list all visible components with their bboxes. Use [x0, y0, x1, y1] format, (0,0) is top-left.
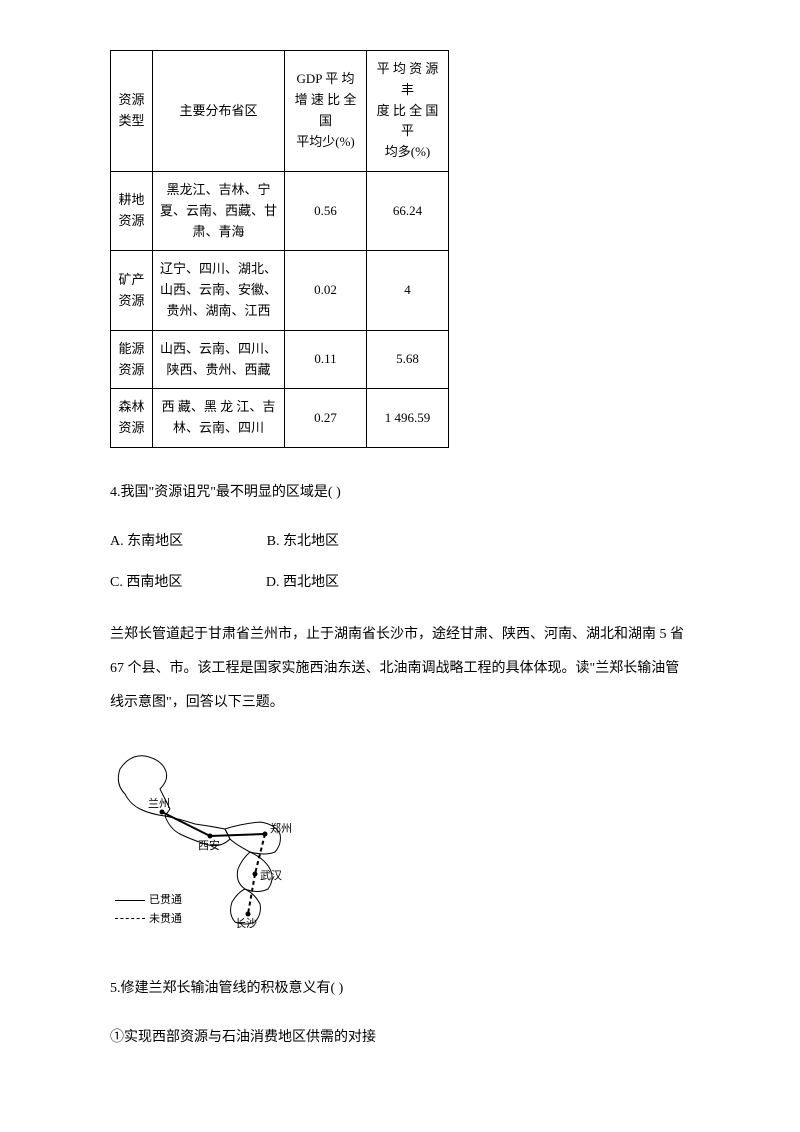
table-row: 矿产资源 辽宁、四川、湖北、山西、云南、安徽、贵州、湖南、江西 0.02 4: [111, 251, 449, 330]
changsha-dot: [246, 912, 251, 917]
xian-label: 西安: [198, 838, 220, 852]
pipeline-dashed-2: [248, 874, 255, 914]
legend-dashed-label: 未贯通: [149, 911, 182, 928]
pipeline-solid-2: [210, 834, 265, 836]
table-row: 能源资源 山西、云南、四川、陕西、贵州、西藏 0.11 5.68: [111, 330, 449, 389]
pipeline-map: 兰州 西安 郑州 武汉 长沙 已贯通 未贯通: [110, 744, 360, 944]
option-b: B. 东北地区: [267, 527, 339, 558]
passage-text: 兰郑长管道起于甘肃省兰州市，止于湖南省长沙市，途经甘肃、陕西、河南、湖北和湖南 …: [110, 618, 690, 719]
option-c: C. 西南地区: [110, 568, 182, 599]
option-d: D. 西北地区: [266, 568, 339, 599]
header-province: 主要分布省区: [153, 51, 285, 172]
options-row-1: A. 东南地区 B. 东北地区: [110, 527, 690, 558]
wuhan-dot: [253, 872, 258, 877]
question-5-item1: ①实现西部资源与石油消费地区供需的对接: [110, 1023, 690, 1054]
table-row: 耕地资源 黑龙江、吉林、宁夏、云南、西藏、甘肃、青海 0.56 66.24: [111, 171, 449, 250]
header-abundance: 平 均 资 源 丰度 比 全 国 平均多(%): [367, 51, 449, 172]
option-a: A. 东南地区: [110, 527, 183, 558]
legend-dashed: 未贯通: [115, 911, 182, 928]
options-row-2: C. 西南地区 D. 西北地区: [110, 568, 690, 599]
zhengzhou-label: 郑州: [270, 821, 292, 835]
header-gdp: GDP 平 均增 速 比 全 国平均少(%): [285, 51, 367, 172]
map-legend: 已贯通 未贯通: [115, 892, 182, 929]
solid-line-icon: [115, 900, 145, 902]
resource-table: 资源类型 主要分布省区 GDP 平 均增 速 比 全 国平均少(%) 平 均 资…: [110, 50, 449, 448]
table-row: 森林资源 西 藏、黑 龙 江、吉林、云南、四川 0.27 1 496.59: [111, 389, 449, 448]
lanzhou-dot: [160, 810, 165, 815]
changsha-label: 长沙: [235, 917, 257, 930]
legend-solid-label: 已贯通: [149, 892, 182, 909]
dashed-line-icon: [115, 918, 145, 919]
xian-dot: [208, 834, 213, 839]
zhengzhou-dot: [263, 832, 268, 837]
legend-solid: 已贯通: [115, 892, 182, 909]
wuhan-label: 武汉: [260, 869, 282, 882]
question-4-text: 4.我国"资源诅咒"最不明显的区域是( ): [110, 478, 690, 509]
header-type: 资源类型: [111, 51, 153, 172]
lanzhou-label: 兰州: [148, 797, 170, 810]
question-5-text: 5.修建兰郑长输油管线的积极意义有( ): [110, 974, 690, 1005]
